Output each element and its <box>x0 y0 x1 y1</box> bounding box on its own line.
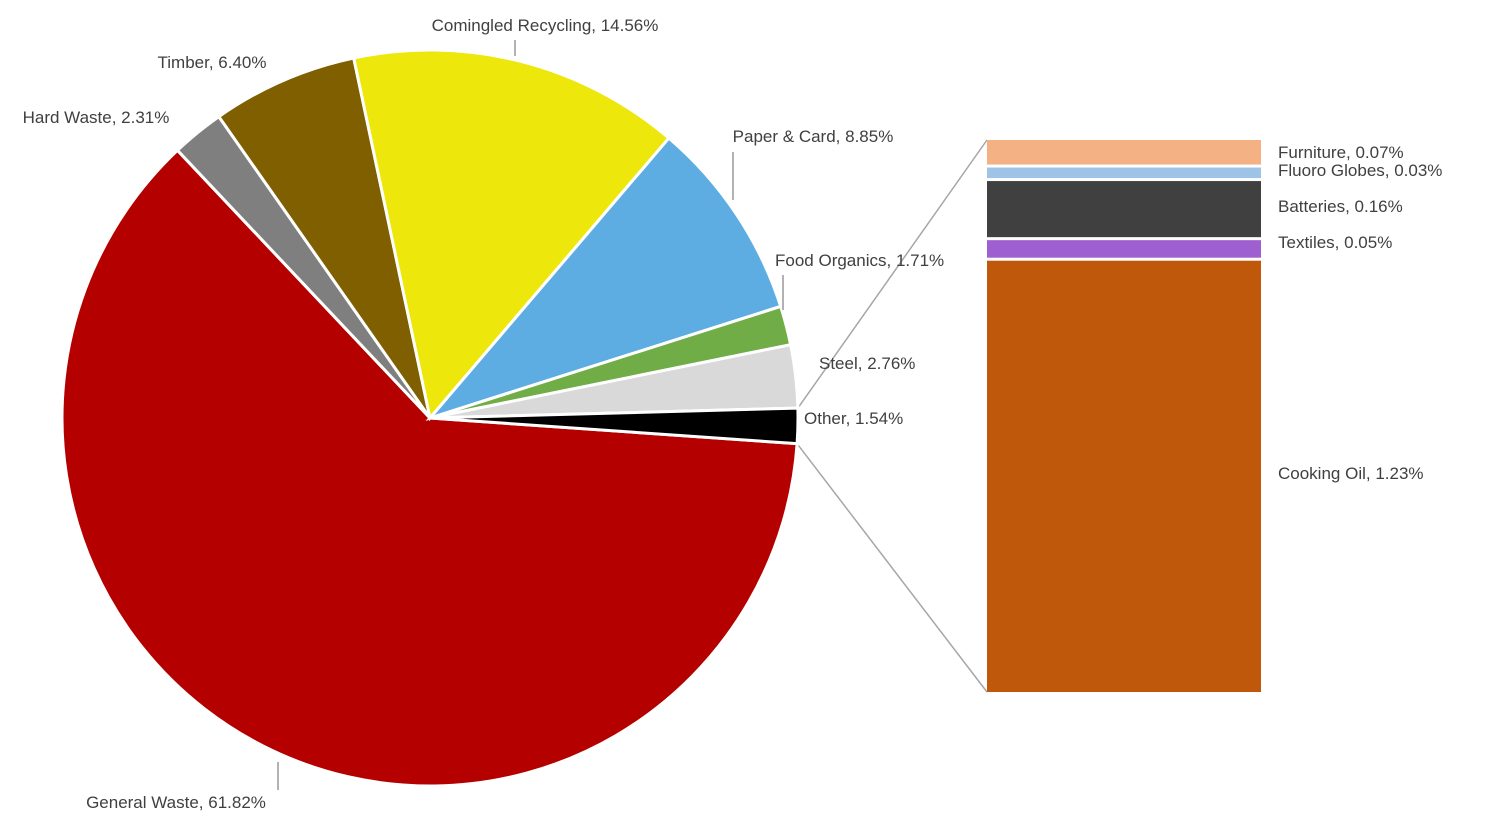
data-label-fluoro-globes: Fluoro Globes, 0.03% <box>1278 161 1442 180</box>
data-label-hard-waste: Hard Waste, 2.31% <box>23 108 170 127</box>
connector-line-bottom <box>796 443 988 693</box>
bar-segment-fluoro-globes <box>987 167 1261 179</box>
data-label-textiles: Textiles, 0.05% <box>1278 233 1392 252</box>
bar-segment-furniture <box>987 140 1261 165</box>
bar-segment-cooking-oil <box>987 260 1261 692</box>
connector-line-top <box>797 139 988 409</box>
connector-lines <box>796 139 988 693</box>
pie-slice-comingled-recycling <box>351 48 672 422</box>
data-label-food-organics: Food Organics, 1.71% <box>775 251 944 270</box>
pie-slice-general-waste <box>60 148 799 788</box>
stacked-bar <box>987 140 1261 692</box>
data-label-comingled-recycling: Comingled Recycling, 14.56% <box>432 16 659 35</box>
data-label-timber: Timber, 6.40% <box>158 53 267 72</box>
data-label-other: Other, 1.54% <box>804 409 903 428</box>
data-label-paper-and-card: Paper & Card, 8.85% <box>733 127 894 146</box>
data-label-general-waste: General Waste, 61.82% <box>86 793 266 812</box>
bar-segment-batteries <box>987 181 1261 238</box>
pie-slice-other <box>429 406 800 446</box>
data-label-cooking-oil: Cooking Oil, 1.23% <box>1278 464 1424 483</box>
bar-segment-textiles <box>987 240 1261 258</box>
data-label-steel: Steel, 2.76% <box>819 354 915 373</box>
data-labels: General Waste, 61.82% Hard Waste, 2.31% Ti… <box>23 16 1443 812</box>
pie <box>60 48 800 788</box>
pie-slice-timber <box>216 56 432 419</box>
data-label-furniture: Furniture, 0.07% <box>1278 143 1404 162</box>
pie-slice-paper-and-card <box>425 135 783 422</box>
data-label-batteries: Batteries, 0.16% <box>1278 197 1403 216</box>
